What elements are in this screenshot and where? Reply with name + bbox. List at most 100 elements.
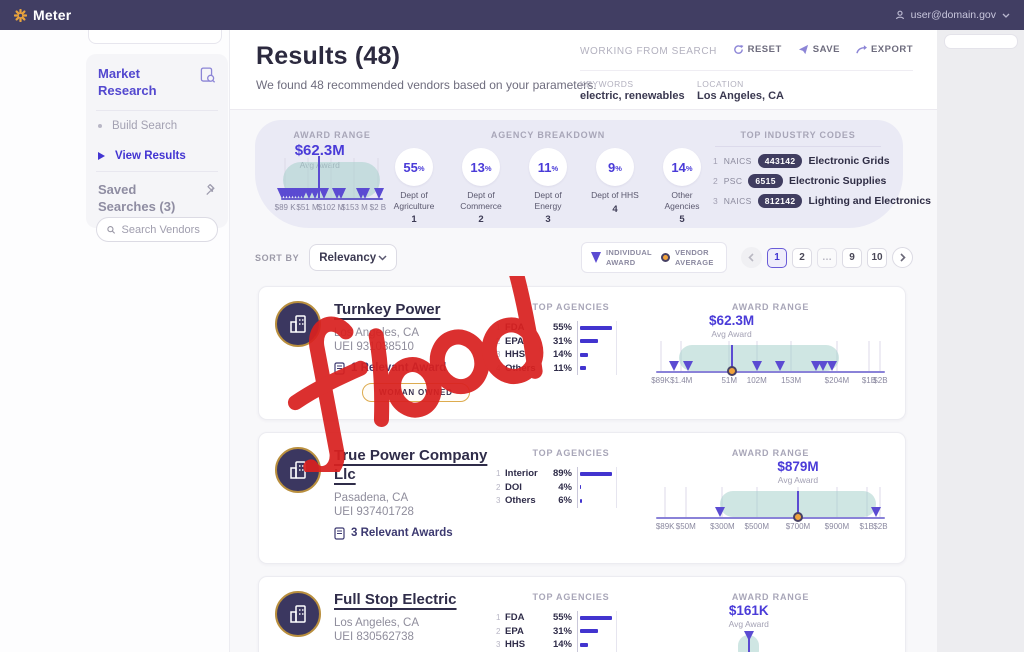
agency-row: 2 DOI 4% bbox=[496, 480, 646, 494]
vendor-list: Turnkey Power Los Angeles, CA UEI 931038… bbox=[258, 286, 906, 652]
avg-award-label: Avg Award bbox=[711, 329, 752, 339]
results-content: Results (48) We found 48 recommended ven… bbox=[230, 30, 937, 652]
user-menu[interactable]: user@domain.gov bbox=[895, 9, 1010, 21]
agency-bar bbox=[580, 471, 612, 476]
vendor-name-link[interactable]: Full Stop Electric bbox=[334, 591, 457, 608]
results-subtitle: We found 48 recommended vendors based on… bbox=[256, 78, 597, 92]
industry-code-row: 1 NAICS 443142 Electronic Grids bbox=[713, 154, 890, 168]
summary-award-range: AWARD RANGE $62.3M Avg Award $89 K$51 M$… bbox=[274, 130, 387, 220]
page-button-10[interactable]: 10 bbox=[867, 247, 887, 268]
vendor-location: Los Angeles, CA bbox=[334, 616, 420, 629]
agency-breakdown-item: 14% Other Agencies 5 bbox=[655, 148, 709, 225]
location-value: Los Angeles, CA bbox=[697, 90, 784, 102]
building-icon bbox=[290, 315, 306, 333]
agency-breakdown-item: 9% Dept of HHS 4 bbox=[588, 148, 642, 225]
vendor-card-true-power[interactable]: True Power Company Llc Pasadena, CA UEI … bbox=[258, 432, 906, 564]
search-input[interactable] bbox=[121, 223, 207, 236]
sidebar: Market Research Build Search View Result… bbox=[0, 22, 230, 652]
meter-logo-icon bbox=[14, 8, 27, 22]
view-results-label: View Results bbox=[115, 149, 186, 162]
code-badge: 6515 bbox=[748, 174, 783, 188]
chart-legend: INDIVIDUAL AWARD VENDOR AVERAGE bbox=[581, 242, 727, 273]
vendor-avatar bbox=[275, 591, 321, 637]
vendor-avatar bbox=[275, 301, 321, 347]
sort-dropdown[interactable]: Relevancy bbox=[309, 244, 398, 271]
agency-row: 1 FDA 55% bbox=[496, 611, 646, 625]
agency-bar bbox=[580, 485, 581, 490]
document-search-icon bbox=[201, 67, 216, 83]
vendor-name-link[interactable]: True Power Company Llc bbox=[334, 447, 488, 483]
award-range-chart: $62.3M Avg Award $89K $1.4M 51M 102M 153M $20… bbox=[651, 313, 888, 385]
vendor-uei: UEI 830562738 bbox=[334, 630, 414, 643]
vendor-card-full-stop-electric[interactable]: Full Stop Electric Los Angeles, CA UEI 8… bbox=[258, 576, 906, 652]
market-research-panel: Market Research Build Search View Result… bbox=[86, 54, 228, 228]
save-button[interactable]: SAVE bbox=[798, 44, 840, 55]
avg-award-value: $62.3M bbox=[709, 313, 755, 328]
agency-breakdown-item: 55% Dept of Agriculture 1 bbox=[387, 148, 441, 225]
award-range-chart: $161K Avg Award bbox=[656, 603, 885, 652]
building-icon bbox=[290, 605, 306, 623]
code-badge: 443142 bbox=[757, 154, 803, 168]
award-range-label: AWARD RANGE bbox=[731, 592, 810, 602]
agency-row: 3 HHS 14% bbox=[496, 348, 646, 362]
export-button[interactable]: EXPORT bbox=[856, 44, 913, 55]
play-triangle-icon bbox=[98, 151, 105, 160]
document-icon bbox=[334, 526, 345, 540]
brand: Meter bbox=[14, 7, 71, 23]
step-dot-icon bbox=[98, 123, 102, 128]
sidebar-item-market-research[interactable]: Market Research bbox=[86, 54, 228, 110]
vendor-search-box[interactable] bbox=[96, 217, 218, 242]
legend-vendor-average: VENDOR AVERAGE bbox=[661, 248, 717, 267]
vendor-location: Los Angeles, CA bbox=[334, 326, 420, 339]
award-range-chart: $879M Avg Award $89K $50M $300M $500M $700M $… bbox=[655, 459, 888, 531]
award-range-histogram: $62.3M Avg Award $89 K$51 M$102 M$153 M$… bbox=[274, 142, 387, 212]
vendor-name-link[interactable]: Turnkey Power bbox=[334, 301, 441, 318]
industry-code-row: 2 PSC 6515 Electronic Supplies bbox=[713, 174, 887, 188]
woman-owned-badge: WOMAN OWNED bbox=[362, 382, 470, 402]
top-agencies-label: TOP AGENCIES bbox=[532, 302, 610, 312]
pin-icon bbox=[206, 183, 215, 195]
triangle-marker-icon bbox=[591, 252, 601, 263]
vendor-card-turnkey-power[interactable]: Turnkey Power Los Angeles, CA UEI 931038… bbox=[258, 286, 906, 420]
sidebar-item-saved-searches[interactable]: Saved Searches (3) bbox=[86, 172, 228, 228]
sidebar-item-build-search[interactable]: Build Search bbox=[86, 111, 228, 141]
industry-code-row: 3 NAICS 812142 Lighting and Electronics bbox=[713, 194, 931, 208]
divider bbox=[96, 170, 218, 172]
agency-row: 4 Others 11% bbox=[496, 361, 646, 375]
page-button-1[interactable]: 1 bbox=[767, 247, 787, 268]
list-toolbar: SORT BY Relevancy INDIVIDUAL AWARD bbox=[255, 242, 913, 273]
agency-bar bbox=[580, 498, 582, 503]
agency-bar bbox=[580, 366, 586, 371]
agency-breakdown-item: 11% Dept of Energy 3 bbox=[521, 148, 575, 225]
next-page-button[interactable] bbox=[892, 247, 913, 268]
prev-page-button[interactable] bbox=[741, 247, 762, 268]
working-from-search-label: WORKING FROM SEARCH bbox=[580, 46, 717, 57]
page-button-9[interactable]: 9 bbox=[842, 247, 862, 268]
avg-award-value: $879M bbox=[777, 459, 819, 474]
chevron-left-icon bbox=[748, 253, 754, 262]
avg-award-label: Avg Award bbox=[777, 475, 819, 485]
agency-row: 1 FDA 55% bbox=[496, 321, 646, 335]
collapsed-panel bbox=[944, 34, 1018, 49]
page-button-2[interactable]: 2 bbox=[792, 247, 812, 268]
code-badge: 812142 bbox=[757, 194, 803, 208]
agency-share-list: 1 FDA 55% 2 EPA 31% 3 HHS 14% 4 Others 11% bbox=[496, 321, 646, 375]
agency-bar bbox=[580, 352, 588, 357]
agency-bar bbox=[580, 339, 598, 344]
page-title: Results (48) bbox=[256, 42, 401, 70]
agency-row: 1 Interior 89% bbox=[496, 467, 646, 481]
legend-individual-award: INDIVIDUAL AWARD bbox=[591, 248, 652, 267]
agency-row: 3 HHS 14% bbox=[496, 638, 646, 652]
award-range-label: AWARD RANGE bbox=[293, 130, 371, 140]
industry-codes-label: TOP INDUSTRY CODES bbox=[715, 130, 881, 147]
reset-button[interactable]: RESET bbox=[733, 44, 782, 55]
agency-share-list: 1 Interior 89% 2 DOI 4% 3 Others 6% bbox=[496, 467, 646, 508]
agency-row: 2 EPA 31% bbox=[496, 624, 646, 638]
industry-code-list: 1 NAICS 443142 Electronic Grids 2 PSC 6515 Elec… bbox=[713, 154, 931, 208]
sort-by-label: SORT BY bbox=[255, 252, 300, 263]
user-email: user@domain.gov bbox=[910, 9, 996, 21]
market-research-label: Market Research bbox=[98, 66, 157, 98]
top-agencies-section: TOP AGENCIES 1 FDA 55% 2 EPA 31% 3 HHS 14% bbox=[496, 591, 646, 652]
summary-panel: AWARD RANGE $62.3M Avg Award $89 K$51 M$… bbox=[255, 120, 931, 228]
sidebar-item-view-results[interactable]: View Results bbox=[86, 141, 228, 171]
